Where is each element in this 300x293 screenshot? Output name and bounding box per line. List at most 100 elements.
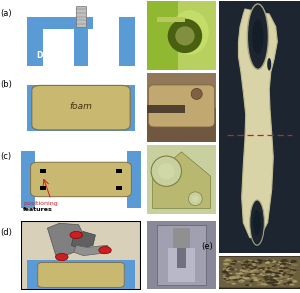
Circle shape	[226, 279, 229, 280]
Circle shape	[228, 272, 232, 275]
Circle shape	[259, 269, 263, 271]
Circle shape	[292, 280, 298, 283]
Circle shape	[248, 270, 253, 272]
Circle shape	[225, 272, 228, 273]
Circle shape	[286, 268, 290, 270]
Circle shape	[257, 265, 262, 268]
Bar	[21, 171, 35, 188]
Circle shape	[290, 262, 293, 263]
Circle shape	[240, 280, 244, 281]
Circle shape	[266, 270, 272, 273]
Circle shape	[247, 273, 251, 275]
Circle shape	[271, 265, 276, 267]
Circle shape	[285, 280, 288, 281]
Circle shape	[192, 195, 199, 202]
Circle shape	[260, 283, 263, 285]
Circle shape	[240, 273, 244, 275]
Bar	[40, 186, 46, 190]
Circle shape	[293, 280, 297, 282]
Circle shape	[226, 266, 230, 267]
FancyBboxPatch shape	[218, 256, 300, 288]
Circle shape	[272, 281, 275, 282]
Circle shape	[265, 271, 270, 273]
Circle shape	[250, 280, 254, 282]
Circle shape	[245, 276, 250, 278]
Circle shape	[238, 278, 241, 279]
Circle shape	[258, 280, 262, 282]
Circle shape	[288, 262, 291, 263]
Circle shape	[267, 280, 271, 281]
Circle shape	[284, 262, 287, 263]
Circle shape	[254, 270, 259, 272]
Circle shape	[261, 266, 265, 267]
Circle shape	[232, 262, 234, 263]
Circle shape	[230, 268, 234, 270]
Circle shape	[242, 265, 248, 267]
Circle shape	[258, 260, 264, 262]
Circle shape	[276, 282, 281, 284]
Circle shape	[243, 268, 249, 270]
Circle shape	[283, 269, 288, 271]
Circle shape	[229, 276, 232, 277]
Circle shape	[238, 261, 241, 262]
Circle shape	[260, 265, 263, 267]
Circle shape	[289, 271, 295, 274]
Circle shape	[251, 265, 254, 267]
Circle shape	[225, 258, 231, 261]
Circle shape	[248, 278, 253, 280]
Circle shape	[255, 260, 257, 261]
Circle shape	[225, 277, 228, 278]
Circle shape	[243, 266, 250, 269]
Circle shape	[237, 278, 241, 279]
Circle shape	[266, 262, 270, 263]
Circle shape	[279, 267, 284, 269]
Circle shape	[265, 269, 267, 270]
Bar	[43, 29, 74, 66]
Circle shape	[267, 267, 272, 269]
Circle shape	[227, 267, 232, 269]
Circle shape	[267, 265, 272, 267]
Circle shape	[246, 269, 249, 270]
Circle shape	[292, 264, 298, 266]
Circle shape	[224, 261, 228, 262]
Circle shape	[247, 269, 250, 270]
Text: features: features	[23, 207, 53, 212]
Circle shape	[264, 260, 268, 262]
Circle shape	[285, 268, 289, 270]
Circle shape	[175, 26, 195, 45]
Circle shape	[276, 280, 280, 281]
Text: (b): (b)	[0, 80, 12, 89]
Circle shape	[286, 278, 290, 280]
Bar	[27, 85, 135, 131]
Circle shape	[287, 283, 292, 285]
Circle shape	[231, 276, 236, 278]
Circle shape	[235, 275, 240, 277]
Circle shape	[228, 280, 231, 281]
Polygon shape	[157, 17, 185, 22]
Circle shape	[261, 279, 265, 281]
FancyBboxPatch shape	[32, 86, 130, 130]
Circle shape	[280, 272, 284, 274]
Circle shape	[278, 262, 281, 263]
Circle shape	[245, 260, 250, 262]
Circle shape	[284, 262, 288, 264]
Circle shape	[263, 278, 269, 281]
Circle shape	[286, 274, 292, 277]
Circle shape	[250, 278, 256, 280]
Circle shape	[227, 277, 232, 279]
Circle shape	[291, 284, 294, 285]
Circle shape	[265, 267, 270, 269]
Circle shape	[236, 276, 241, 278]
Circle shape	[271, 274, 275, 276]
Circle shape	[283, 264, 288, 266]
Circle shape	[290, 260, 297, 263]
Circle shape	[279, 272, 283, 274]
Circle shape	[265, 282, 270, 284]
Circle shape	[275, 276, 279, 277]
Circle shape	[290, 270, 294, 271]
Circle shape	[223, 278, 226, 279]
Circle shape	[246, 277, 250, 279]
Circle shape	[287, 277, 292, 279]
Circle shape	[288, 274, 294, 276]
Circle shape	[227, 259, 233, 262]
